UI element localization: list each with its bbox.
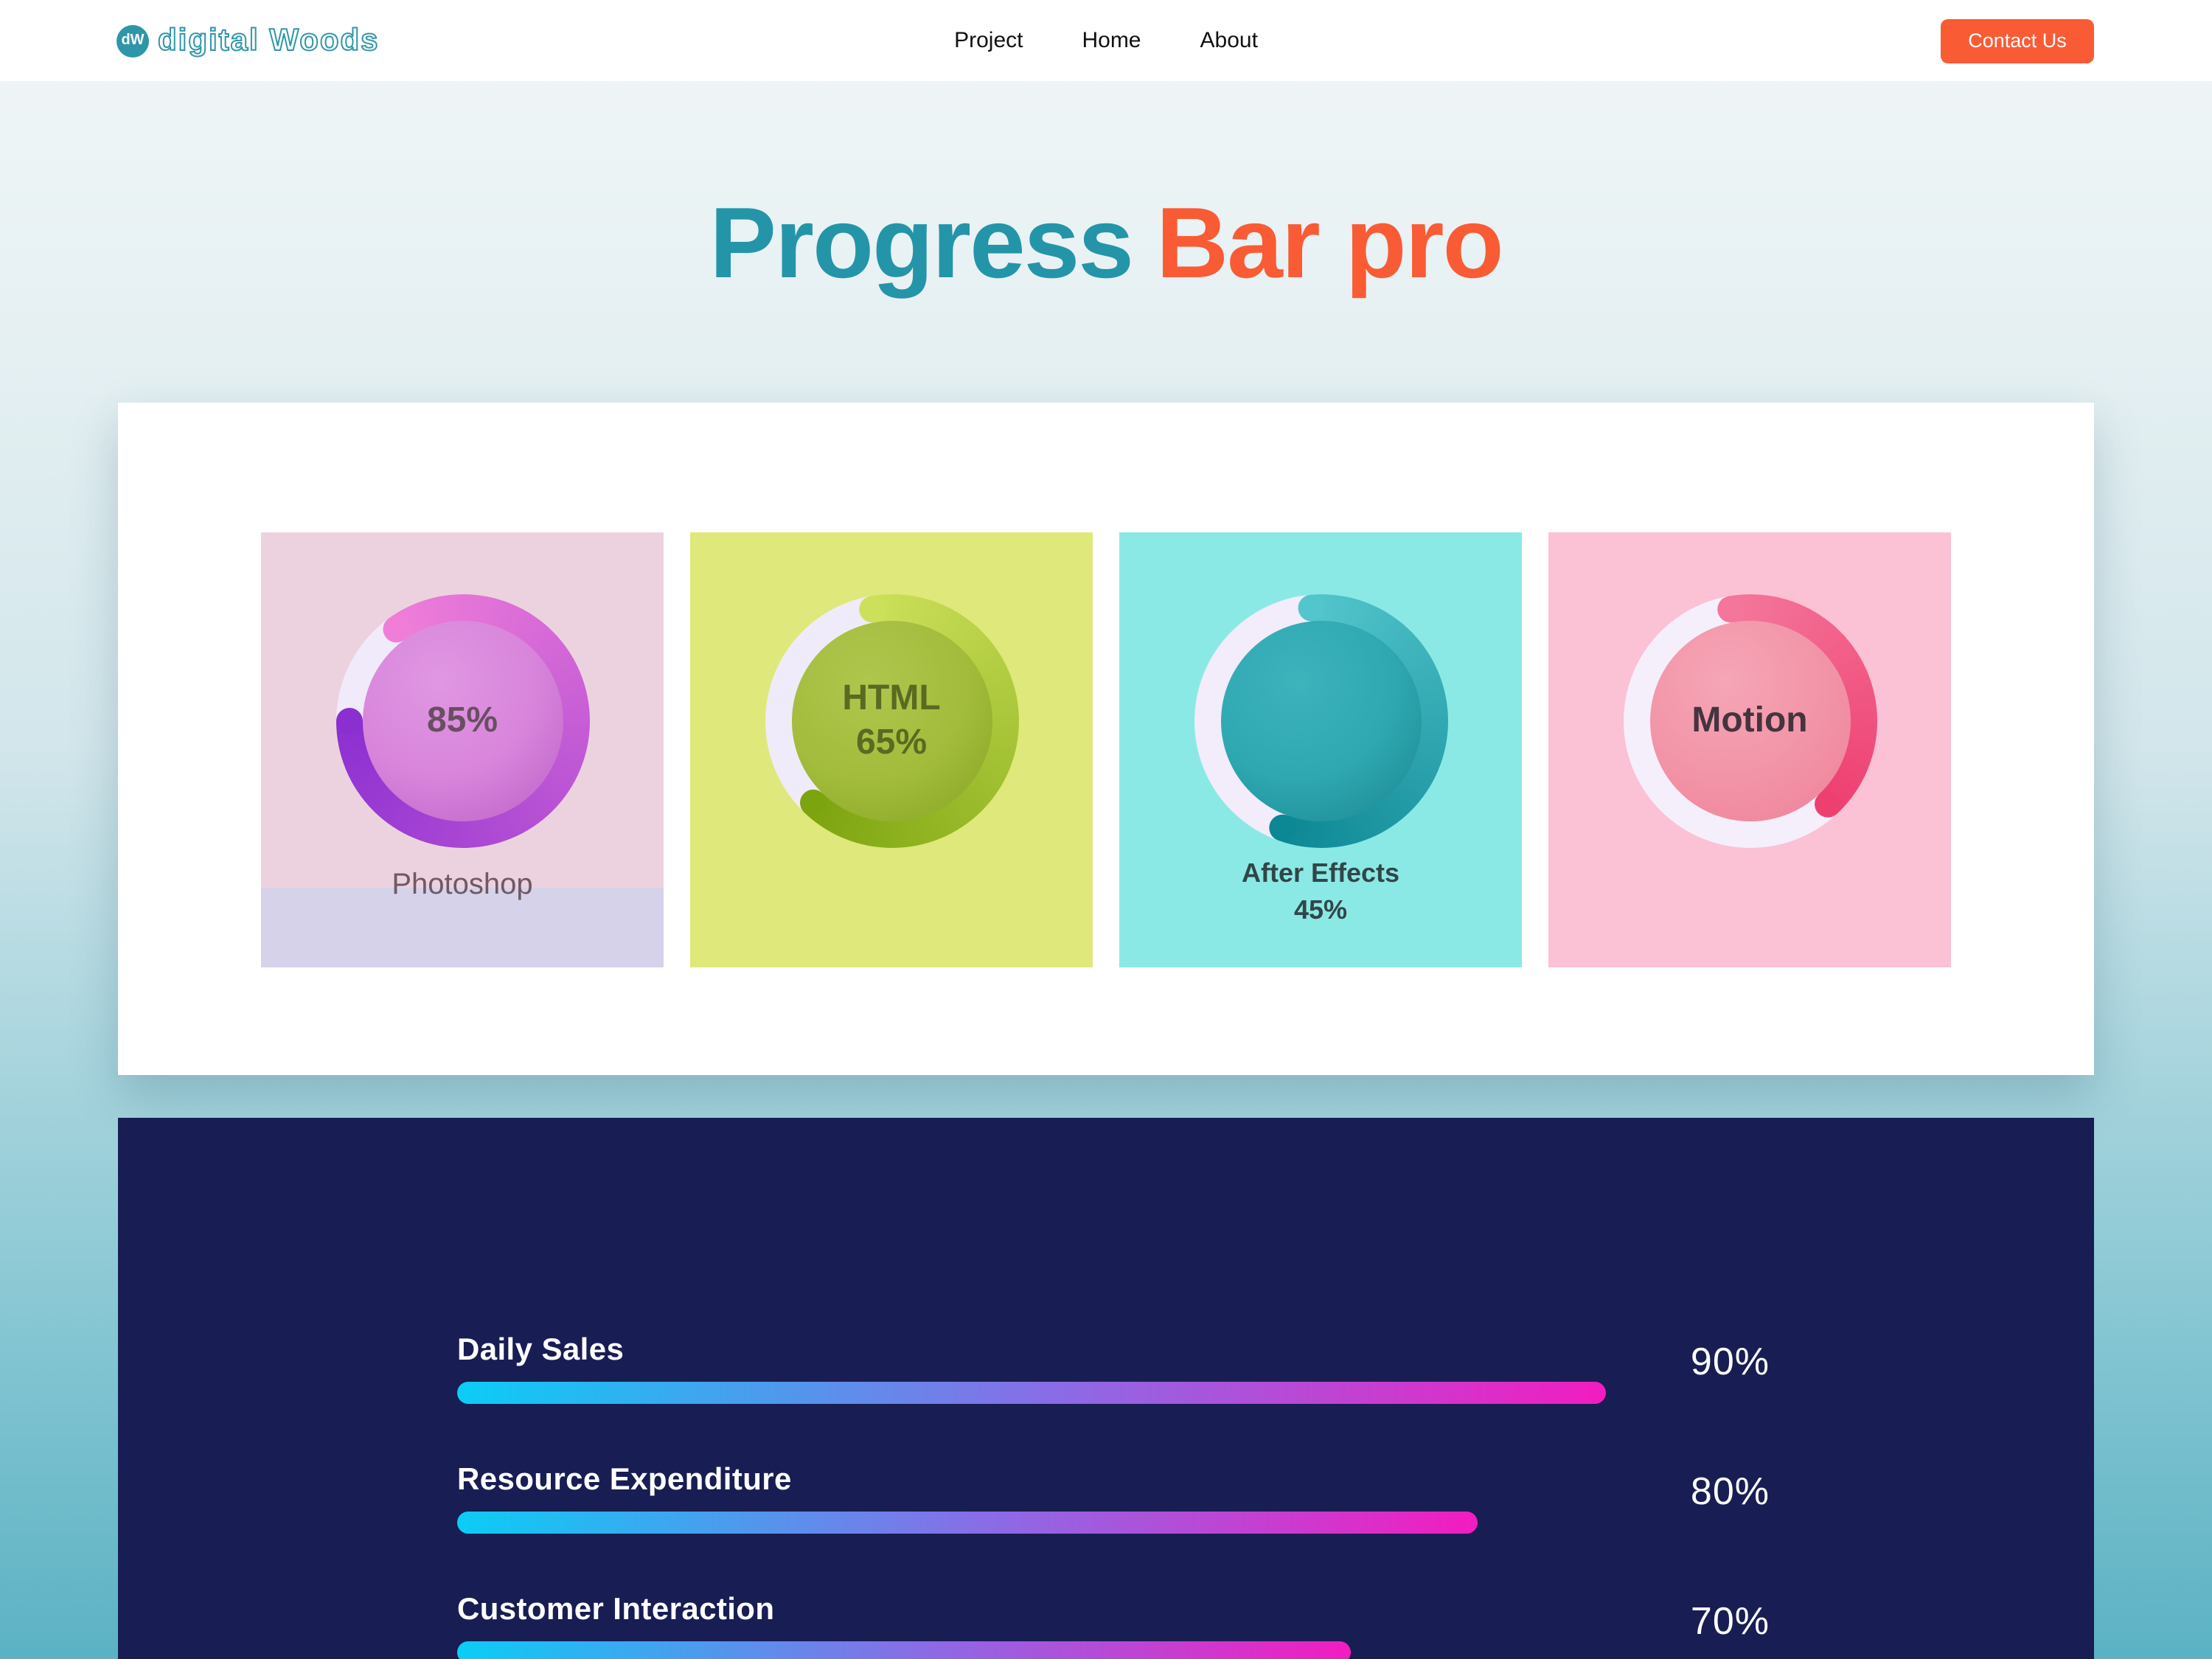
arc-start-cap <box>1714 594 1746 625</box>
circular-progress-ring: 85% <box>335 594 589 848</box>
brand-logo-icon: dW <box>116 24 149 57</box>
circle-caption-line: After Effects <box>1241 858 1400 888</box>
progress-percent-value: 90% <box>1690 1339 1770 1383</box>
circular-progress-ring: HTML 65% <box>765 594 1018 848</box>
circle-center-text: 85% <box>426 700 498 740</box>
progress-bar-fill <box>457 1382 1605 1404</box>
nav-link-about[interactable]: About <box>1200 28 1258 53</box>
hero-section: Progress Bar pro <box>0 81 2212 293</box>
arc-start-cap <box>856 594 888 625</box>
progress-bar-track <box>457 1382 1733 1404</box>
circle-caption-line: Photoshop <box>392 869 533 901</box>
linear-progress-panel: Daily Sales 90% Resource Expenditure 80%… <box>118 1118 2094 1659</box>
progress-percent-value: 70% <box>1690 1599 1770 1643</box>
progress-card-after-effects: After Effects 45% <box>1119 532 1522 967</box>
progress-row-label: Daily Sales <box>457 1333 625 1367</box>
progress-percent-value: 80% <box>1690 1469 1770 1513</box>
progress-inner-circle <box>1220 621 1421 821</box>
progress-row-daily-sales: Daily Sales 90% <box>457 1333 1770 1404</box>
page-title-accent: Bar pro <box>1155 187 1504 299</box>
brand-name: digital Woods <box>157 22 380 58</box>
circle-caption: Photoshop <box>261 864 664 905</box>
nav-link-home[interactable]: Home <box>1082 28 1141 53</box>
progress-bar-fill <box>457 1512 1478 1534</box>
progress-row-label: Resource Expenditure <box>457 1463 792 1497</box>
progress-inner-circle: 85% <box>362 621 563 821</box>
progress-row-resource-expenditure: Resource Expenditure 80% <box>457 1463 1770 1534</box>
arc-end-cap <box>335 708 362 734</box>
brand-logo[interactable]: dW digital Woods <box>116 22 380 58</box>
header: dW digital Woods Project Home About Cont… <box>0 0 2212 81</box>
main-nav: Project Home About <box>954 28 1258 53</box>
contact-us-button[interactable]: Contact Us <box>1941 18 2094 63</box>
progress-row-customer-interaction: Customer Interaction 70% <box>457 1593 1770 1659</box>
circle-center-text: Motion <box>1691 700 1808 740</box>
progress-bar-track <box>457 1641 1733 1659</box>
progress-bar-track <box>457 1512 1733 1534</box>
progress-card-photoshop: 85% Photoshop <box>261 532 664 967</box>
progress-card-html: HTML 65% <box>690 532 1093 967</box>
progress-card-motion: Motion <box>1548 532 1951 967</box>
circular-progress-ring: Motion <box>1623 594 1877 848</box>
progress-inner-circle: HTML 65% <box>791 621 992 821</box>
progress-bar-fill <box>457 1641 1350 1659</box>
card-footer-strip <box>261 888 664 967</box>
circle-caption: After Effects 45% <box>1119 855 1522 929</box>
circular-progress-panel: 85% Photoshop HTML 65% <box>118 403 2094 1075</box>
circle-caption-line: 45% <box>1293 894 1348 925</box>
circle-center-text: HTML <box>842 678 941 718</box>
page-title-primary: Progress <box>709 187 1134 299</box>
nav-link-project[interactable]: Project <box>954 28 1023 53</box>
arc-start-cap <box>1296 594 1326 623</box>
page-title: Progress Bar pro <box>0 81 2212 293</box>
circle-center-text: 65% <box>855 723 928 762</box>
circular-progress-ring <box>1194 594 1447 848</box>
progress-row-label: Customer Interaction <box>457 1593 775 1627</box>
progress-inner-circle: Motion <box>1649 621 1850 821</box>
